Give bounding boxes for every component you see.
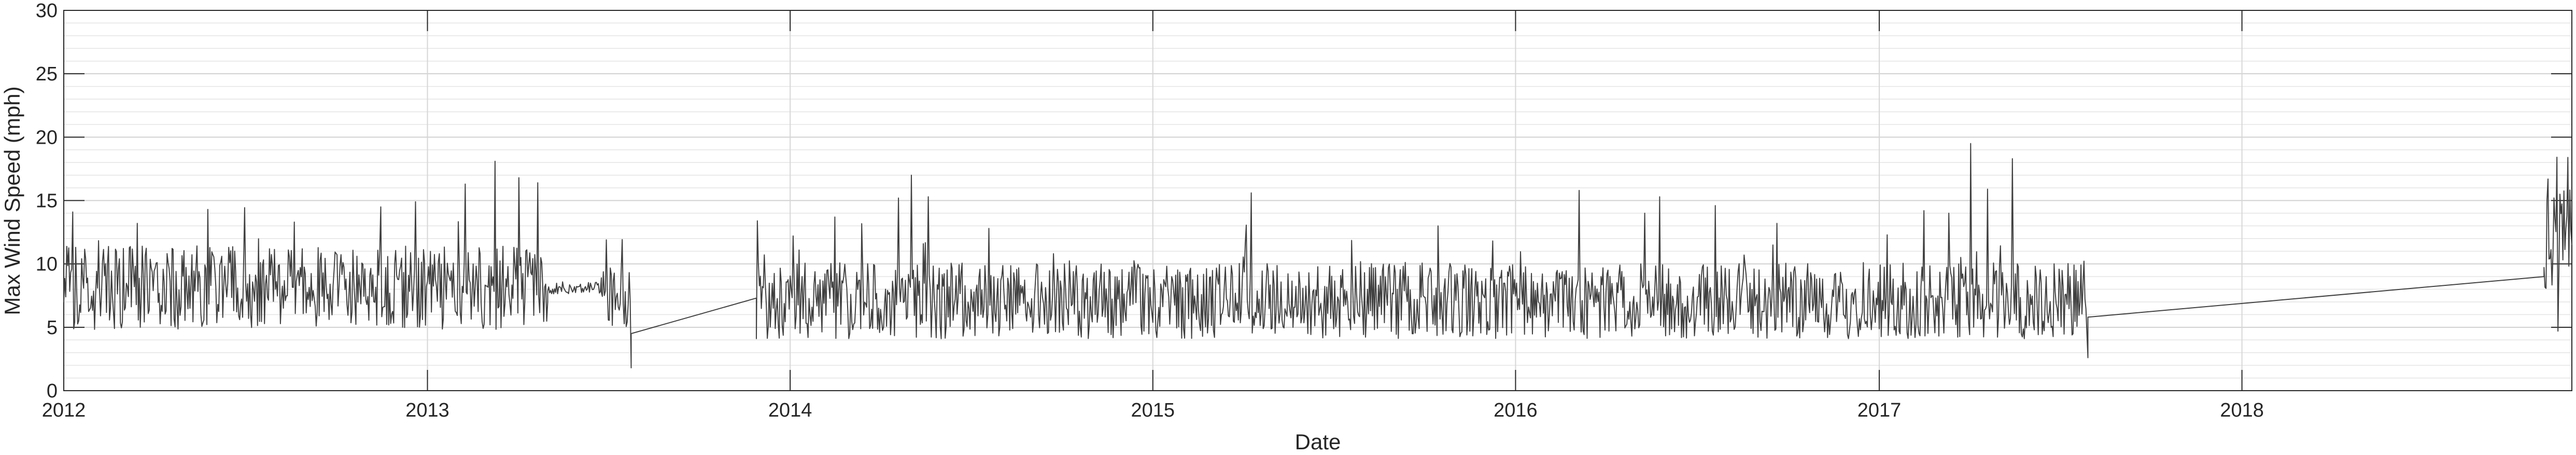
y-tick-label: 30: [36, 0, 58, 22]
x-tick-label: 2018: [2220, 399, 2264, 421]
y-axis-label: Max Wind Speed (mph): [0, 86, 24, 315]
y-tick-label: 0: [47, 380, 58, 402]
tick-label-layer: 0 5 10 15 20 25 30 2012 2013 2014 2015 2016 2017 2018: [36, 0, 2264, 421]
y-tick-label: 20: [36, 127, 58, 148]
series-line-max-wind-speed: [63, 143, 2572, 368]
x-tick-label: 2014: [768, 399, 812, 421]
x-axis-label: Date: [1295, 430, 1341, 454]
y-tick-label: 25: [36, 63, 58, 85]
grid-layer: [64, 10, 2572, 391]
x-tick-label: 2012: [42, 399, 86, 421]
x-tick-label: 2015: [1131, 399, 1175, 421]
x-tick-label: 2016: [1494, 399, 1538, 421]
x-tick-label: 2017: [1857, 399, 1902, 421]
x-tick-label: 2013: [405, 399, 449, 421]
y-tick-label: 15: [36, 190, 58, 212]
y-tick-label: 5: [47, 317, 58, 339]
y-tick-label: 10: [36, 254, 58, 275]
